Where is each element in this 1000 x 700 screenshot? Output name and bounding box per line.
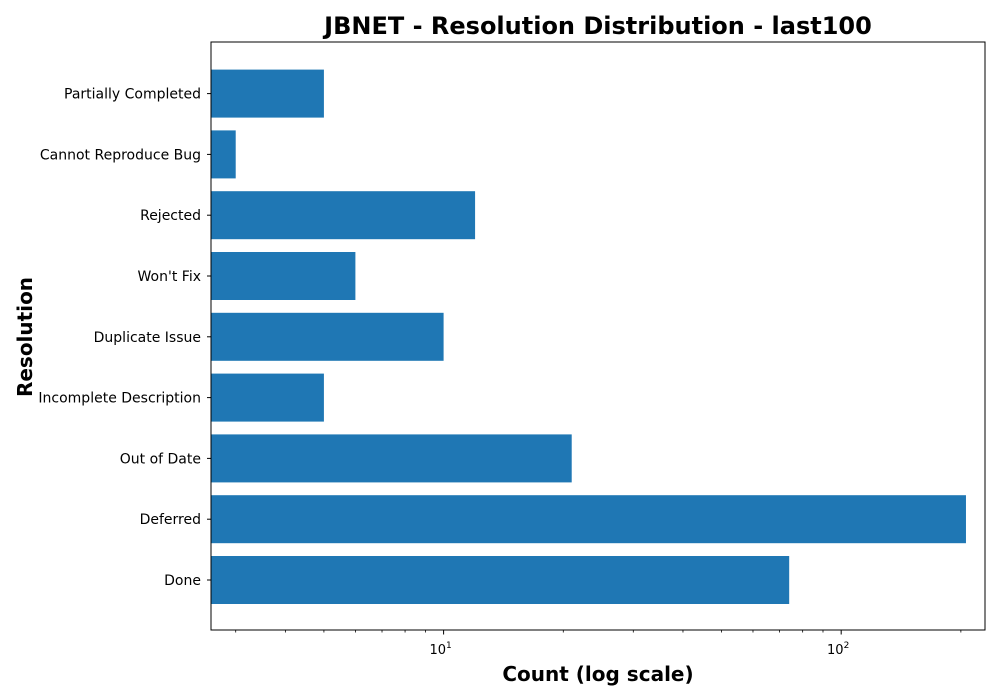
y-tick-label-duplicate-issue: Duplicate Issue bbox=[94, 330, 201, 346]
y-tick-label-partially-completed: Partially Completed bbox=[64, 87, 201, 103]
bar-partially-completed bbox=[211, 69, 324, 118]
x-axis-ticks: 101 102 bbox=[235, 630, 962, 658]
y-tick-label-won-t-fix: Won't Fix bbox=[138, 269, 201, 285]
y-axis-ticks: Done Deferred Out of Date Incomplete Descri… bbox=[38, 87, 211, 589]
plot-frame bbox=[210, 41, 986, 631]
y-tick-label-incomplete-description: Incomplete Description bbox=[38, 391, 201, 407]
y-tick-label-deferred: Deferred bbox=[140, 512, 201, 528]
bar-won-t-fix bbox=[211, 252, 356, 300]
y-tick-label-done: Done bbox=[164, 573, 201, 589]
bar-duplicate-issue bbox=[211, 312, 444, 361]
y-tick-label-out-of-date: Out of Date bbox=[120, 451, 201, 467]
bars-group bbox=[211, 69, 966, 604]
y-tick-label-cannot-reproduce-bug: Cannot Reproduce Bug bbox=[40, 147, 201, 163]
x-tick-label-10: 101 bbox=[429, 641, 451, 658]
bar-cannot-reproduce-bug bbox=[211, 130, 236, 179]
bar-out-of-date bbox=[211, 434, 572, 483]
y-axis-label: Resolution bbox=[13, 277, 37, 397]
chart-title: JBNET - Resolution Distribution - last10… bbox=[322, 12, 872, 40]
bar-done bbox=[211, 556, 790, 604]
x-tick-label-100: 102 bbox=[827, 641, 849, 658]
bar-incomplete-description bbox=[211, 373, 324, 422]
bar-rejected bbox=[211, 191, 476, 240]
y-tick-label-rejected: Rejected bbox=[140, 208, 201, 224]
bar-deferred bbox=[211, 495, 966, 544]
x-axis-label: Count (log scale) bbox=[502, 662, 693, 686]
